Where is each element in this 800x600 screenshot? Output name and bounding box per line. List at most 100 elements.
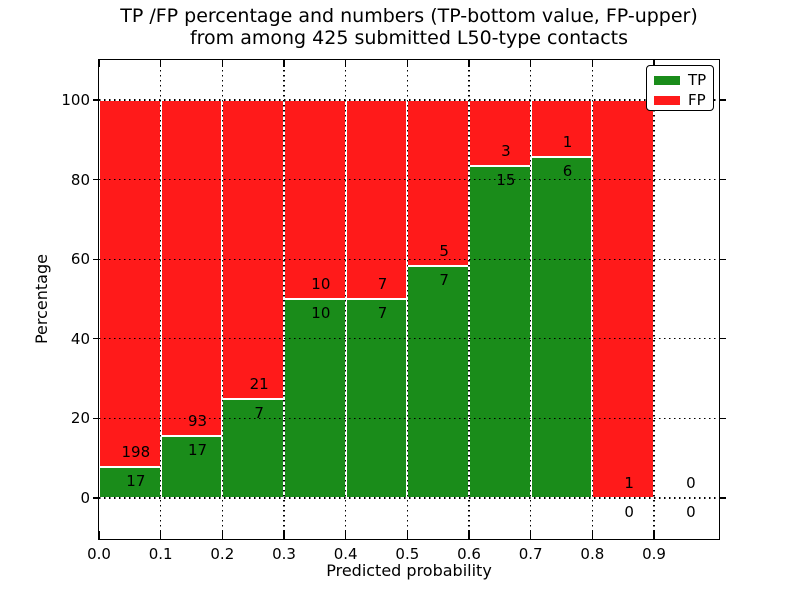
tp-count-label-7: 6 bbox=[562, 161, 573, 180]
x-tick-label-0.3: 0.3 bbox=[272, 545, 296, 563]
legend-label-tp: TP bbox=[688, 71, 707, 89]
y-tick-label-40: 40 bbox=[70, 329, 90, 348]
chart-title: TP /FP percentage and numbers (TP-bottom… bbox=[99, 5, 719, 49]
fp-bar-2 bbox=[222, 100, 284, 399]
tp-bar-3 bbox=[284, 299, 346, 498]
x-tick-top-0.9 bbox=[653, 60, 655, 67]
fp-count-label-5: 5 bbox=[439, 241, 449, 260]
y-tick-label-0: 0 bbox=[80, 489, 90, 507]
x-tick-bottom-0.8 bbox=[591, 531, 594, 539]
x-tick-label-0.5: 0.5 bbox=[395, 545, 420, 563]
legend-item-fp: FP bbox=[654, 91, 713, 109]
tp-count-label-4: 7 bbox=[377, 304, 388, 322]
y-tick-right-100 bbox=[720, 99, 726, 101]
chart-title-line2: from among 425 submitted L50-type contac… bbox=[189, 27, 629, 49]
y-tick-right-20 bbox=[720, 417, 726, 420]
x-tick-label-0.9: 0.9 bbox=[642, 545, 666, 563]
x-tick-top-0.1 bbox=[159, 60, 162, 67]
tp-bar-7 bbox=[530, 156, 593, 498]
x-tick-top-0.8 bbox=[591, 60, 594, 67]
tp-count-label-8: 0 bbox=[624, 503, 634, 521]
v-gridline-0.8 bbox=[591, 60, 594, 539]
x-tick-label-0.8: 0.8 bbox=[580, 545, 605, 563]
x-tick-bottom-0.0 bbox=[98, 531, 100, 539]
x-tick-bottom-0.6 bbox=[468, 531, 470, 539]
x-tick-top-0.4 bbox=[344, 60, 347, 67]
legend-label-fp: FP bbox=[688, 91, 706, 109]
fp-count-label-3: 10 bbox=[311, 275, 331, 293]
v-gridline-0.5 bbox=[406, 60, 409, 539]
v-gridline-0.1 bbox=[159, 60, 162, 539]
x-tick-top-0.3 bbox=[283, 60, 285, 67]
v-gridline-0.4 bbox=[344, 60, 347, 539]
legend-swatch-fp bbox=[654, 95, 680, 105]
chart-title-line1: TP /FP percentage and numbers (TP-bottom… bbox=[120, 5, 698, 27]
fp-bar-8 bbox=[592, 100, 655, 498]
fp-count-label-6: 3 bbox=[501, 142, 511, 161]
fp-count-label-9: 0 bbox=[686, 474, 696, 492]
y-tick-label-60: 60 bbox=[70, 250, 90, 269]
x-tick-top-0.7 bbox=[529, 60, 532, 67]
fp-count-label-4: 7 bbox=[377, 275, 388, 293]
tp-bar-5 bbox=[407, 265, 469, 498]
tp-count-label-0: 17 bbox=[126, 471, 146, 490]
x-tick-bottom-0.7 bbox=[529, 531, 532, 539]
x-tick-label-0.4: 0.4 bbox=[333, 545, 358, 563]
y-tick-left-20 bbox=[93, 417, 99, 420]
y-tick-label-80: 80 bbox=[70, 170, 90, 189]
x-tick-bottom-0.1 bbox=[159, 531, 162, 539]
x-axis-label: Predicted probability bbox=[326, 561, 492, 580]
x-tick-label-0.6: 0.6 bbox=[457, 545, 481, 563]
v-gridline-0.6 bbox=[468, 60, 470, 539]
x-tick-top-0.0 bbox=[98, 60, 100, 67]
fp-bar-4 bbox=[345, 100, 408, 299]
x-tick-bottom-0.5 bbox=[406, 531, 409, 539]
v-gridline-0.3 bbox=[283, 60, 285, 539]
fp-bar-1 bbox=[160, 100, 223, 437]
tp-count-label-3: 10 bbox=[311, 304, 331, 322]
fp-bar-3 bbox=[284, 100, 346, 299]
legend: TP FP bbox=[646, 65, 714, 111]
y-tick-left-0 bbox=[93, 497, 99, 499]
x-tick-bottom-0.3 bbox=[283, 531, 285, 539]
v-gridline-0.2 bbox=[221, 60, 224, 539]
y-tick-right-0 bbox=[720, 497, 726, 499]
fp-count-label-7: 1 bbox=[562, 132, 573, 151]
x-tick-top-0.6 bbox=[468, 60, 470, 67]
tp-bar-6 bbox=[469, 166, 531, 498]
tp-bar-1 bbox=[160, 436, 223, 498]
x-tick-bottom-0.9 bbox=[653, 531, 655, 539]
fp-count-label-0: 198 bbox=[121, 442, 151, 461]
x-tick-label-0.2: 0.2 bbox=[210, 545, 235, 563]
fp-count-label-2: 21 bbox=[249, 374, 269, 393]
tp-count-label-9: 0 bbox=[686, 503, 696, 521]
x-tick-top-0.2 bbox=[221, 60, 224, 67]
x-tick-top-0.5 bbox=[406, 60, 409, 67]
tp-count-label-5: 7 bbox=[439, 270, 449, 289]
plot-area: 198 17 93 17 21 7 10 10 7 7 5 7 3 15 1 6 1 0 0 0 bbox=[98, 59, 720, 540]
fp-count-label-8: 1 bbox=[624, 474, 634, 492]
y-tick-right-80 bbox=[720, 178, 726, 181]
tp-bar-4 bbox=[345, 299, 408, 498]
legend-swatch-tp bbox=[654, 75, 680, 85]
y-tick-label-100: 100 bbox=[61, 91, 90, 109]
v-gridline-0.7 bbox=[529, 60, 532, 539]
y-tick-label-20: 20 bbox=[70, 409, 90, 428]
y-tick-left-100 bbox=[93, 99, 99, 101]
h-gridline-40 bbox=[99, 338, 719, 340]
tp-count-label-2: 7 bbox=[254, 403, 264, 422]
fp-bar-0 bbox=[99, 100, 161, 467]
h-gridline-0 bbox=[99, 497, 719, 499]
x-tick-label-0.1: 0.1 bbox=[148, 545, 173, 563]
x-tick-label-0.7: 0.7 bbox=[518, 545, 543, 563]
y-tick-right-60 bbox=[720, 258, 726, 260]
h-gridline-20 bbox=[99, 417, 719, 420]
y-tick-right-40 bbox=[720, 338, 726, 340]
h-gridline-60 bbox=[99, 258, 719, 260]
v-gridline-0.9 bbox=[653, 60, 655, 539]
y-tick-left-60 bbox=[93, 258, 99, 260]
x-tick-bottom-0.4 bbox=[344, 531, 347, 539]
y-tick-left-40 bbox=[93, 338, 99, 340]
y-tick-left-80 bbox=[93, 178, 99, 181]
h-gridline-80 bbox=[99, 178, 719, 181]
